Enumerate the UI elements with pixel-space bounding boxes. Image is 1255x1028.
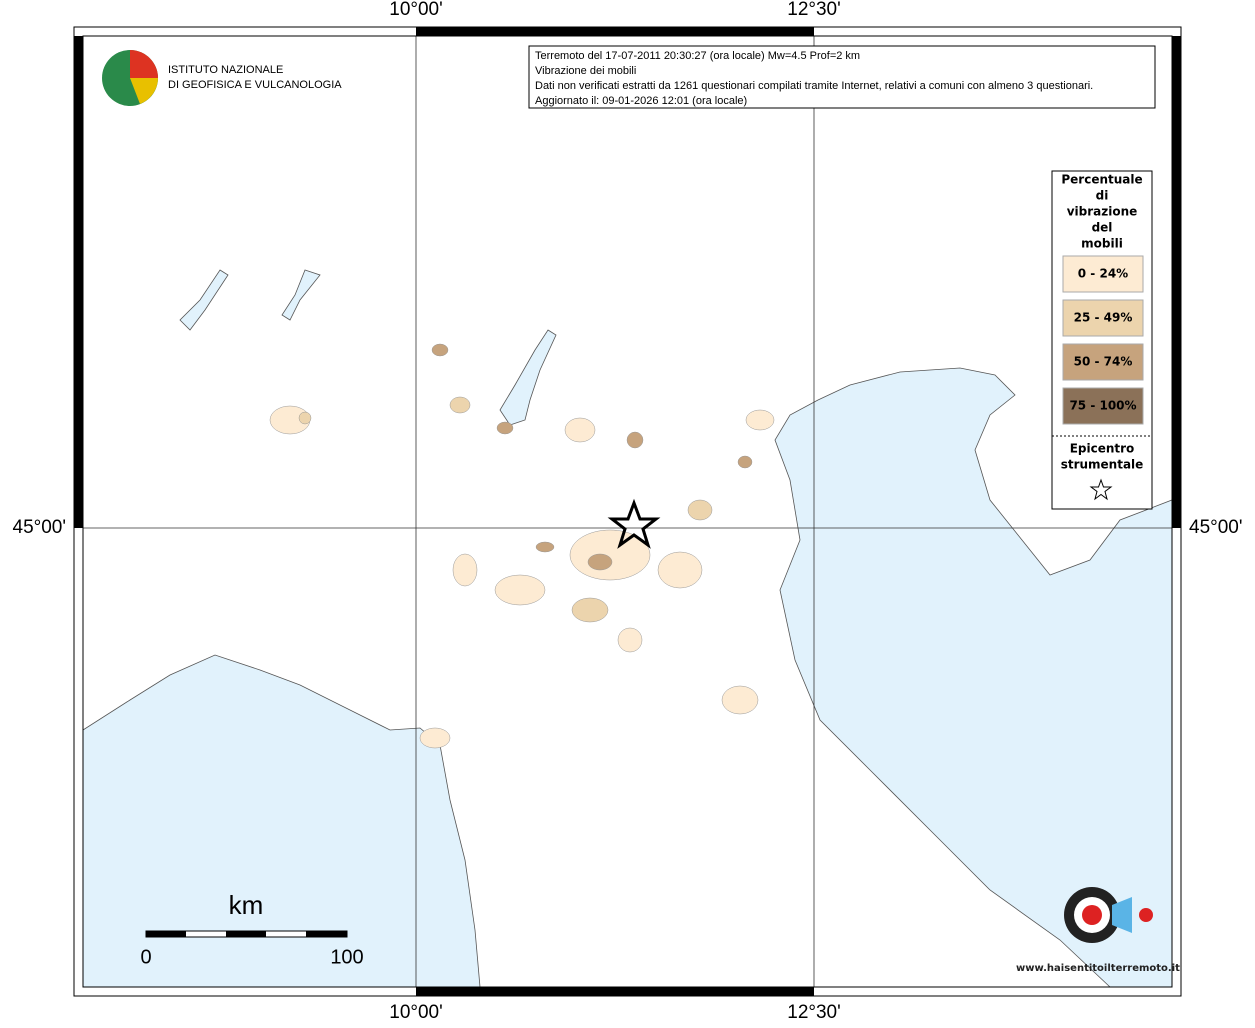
- legend-epicenter: strumentale: [1061, 458, 1144, 472]
- lake-como: [281, 269, 321, 321]
- legend-swatch: [1062, 343, 1144, 381]
- ingv-logo: ISTITUTO NAZIONALE DI GEOFISICA E VULCAN…: [102, 50, 342, 106]
- site-logo-text: www.haisentitoilterremoto.it: [1016, 963, 1180, 974]
- lon-label: 12°30': [787, 1002, 841, 1023]
- legend-swatch: [1062, 387, 1144, 425]
- lon-label: 12°30': [787, 0, 841, 20]
- legend-swatch: [1062, 299, 1144, 337]
- info-line: Vibrazione dei mobili: [535, 65, 636, 77]
- legend-label: 75 - 100%: [1069, 399, 1136, 413]
- legend-swatch: [1062, 255, 1144, 293]
- legend: Percentuale di vibrazione del mobili 0 - 24% 2…: [1051, 170, 1153, 510]
- ligurian-sea: [82, 654, 481, 988]
- legend-label: 25 - 49%: [1074, 311, 1133, 325]
- lat-label: 45°00': [1189, 517, 1243, 538]
- legend-label: 0 - 24%: [1078, 267, 1128, 281]
- legend-star: [1089, 478, 1113, 501]
- logo-text: DI GEOFISICA E VULCANOLOGIA: [168, 79, 342, 91]
- scale-start: 0: [140, 946, 151, 968]
- info-line: Dati non verificati estratti da 1261 que…: [535, 80, 1093, 92]
- info-box: [528, 45, 1156, 109]
- lake-maggiore: [179, 269, 229, 331]
- scale-bar: km 0 100: [140, 890, 363, 968]
- lon-label: 10°00': [389, 1002, 443, 1023]
- legend-title: vibrazione: [1067, 205, 1138, 219]
- scale-unit: km: [229, 890, 264, 920]
- legend-title: del: [1092, 221, 1113, 235]
- legend-title: mobili: [1081, 237, 1123, 251]
- lon-label: 10°00': [389, 0, 443, 20]
- legend-title: di: [1096, 189, 1109, 203]
- epicenter-star: [607, 498, 661, 549]
- map-frame: [73, 26, 1182, 997]
- lake-garda: [499, 329, 557, 426]
- graticule: [83, 36, 1172, 987]
- lat-label: 45°00': [13, 517, 67, 538]
- info-line: Terremoto del 17-07-2011 20:30:27 (ora l…: [535, 50, 860, 62]
- legend-title: Percentuale: [1061, 173, 1142, 187]
- felt-areas: [269, 343, 775, 749]
- legend-epicenter: Epicentro: [1070, 442, 1135, 456]
- legend-label: 50 - 74%: [1074, 355, 1133, 369]
- logo-text: ISTITUTO NAZIONALE: [168, 64, 283, 76]
- site-logo: www.haisentitoilterremoto.it: [1016, 887, 1180, 974]
- scale-end: 100: [330, 946, 363, 968]
- info-line: Aggiornato il: 09-01-2026 12:01 (ora loc…: [535, 95, 747, 107]
